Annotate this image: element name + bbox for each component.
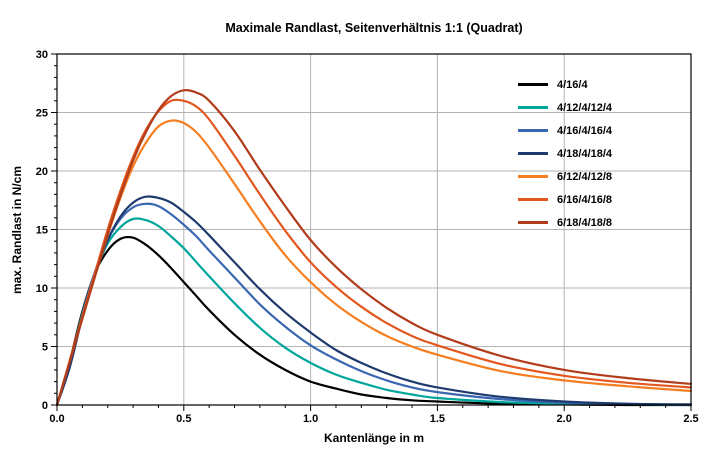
legend-item: 6/18/4/18/8: [518, 214, 612, 231]
legend-item: 4/16/4/16/4: [518, 122, 612, 139]
curve-6/18/4/18/8: [56, 89, 692, 407]
y-tick-label: 30: [36, 49, 48, 61]
x-tick-label: 0.5: [176, 413, 191, 425]
series-group: [56, 89, 692, 407]
x-tick-label: 1.5: [430, 413, 445, 425]
legend-color-swatch: [518, 83, 548, 86]
x-tick-label: 0.0: [49, 413, 64, 425]
legend-color-swatch: [518, 129, 548, 132]
y-tick-label: 0: [42, 400, 48, 412]
legend-item: 4/16/4: [518, 76, 612, 93]
legend-item: 4/18/4/18/4: [518, 145, 612, 162]
legend-item-label: 6/18/4/18/8: [557, 216, 613, 229]
y-axis-label: max. Randlast in N/cm: [10, 165, 24, 295]
y-tick-label: 15: [36, 225, 48, 237]
legend-color-swatch: [518, 198, 548, 201]
x-axis-label: Kantenlänge in m: [323, 431, 424, 445]
legend-item-label: 6/16/4/16/8: [557, 193, 613, 206]
legend-color-swatch: [518, 106, 548, 109]
curve-4/12/4/12/4: [56, 217, 692, 407]
chart-title: Maximale Randlast, Seitenverhältnis 1:1 …: [225, 21, 523, 35]
legend-item-label: 4/12/4/12/4: [557, 101, 613, 114]
legend-item-label: 4/16/4: [557, 78, 588, 91]
y-tick-label: 10: [36, 283, 48, 295]
legend-item-label: 4/16/4/16/4: [557, 124, 613, 137]
legend-item: 6/16/4/16/8: [518, 191, 612, 208]
legend-item-label: 6/12/4/12/8: [557, 170, 613, 183]
x-tick-label: 1.0: [303, 413, 318, 425]
y-tick-label: 5: [42, 342, 48, 354]
y-tick-label: 25: [36, 108, 48, 120]
curve-6/16/4/16/8: [56, 98, 692, 407]
legend-color-swatch: [518, 221, 548, 224]
x-tick-label: 2.0: [557, 413, 572, 425]
legend-item: 4/12/4/12/4: [518, 99, 612, 116]
legend-item-label: 4/18/4/18/4: [557, 147, 613, 160]
curve-4/16/4: [56, 235, 692, 407]
y-tick-label: 20: [36, 166, 48, 178]
legend-color-swatch: [518, 152, 548, 155]
legend: 4/16/4 4/12/4/12/4 4/16/4/16/4 4/18/4/18/4 6…: [518, 76, 612, 237]
legend-item: 6/12/4/12/8: [518, 168, 612, 185]
x-tick-label: 2.5: [683, 413, 698, 425]
curve-4/18/4/18/4: [56, 195, 692, 407]
legend-color-swatch: [518, 175, 548, 178]
